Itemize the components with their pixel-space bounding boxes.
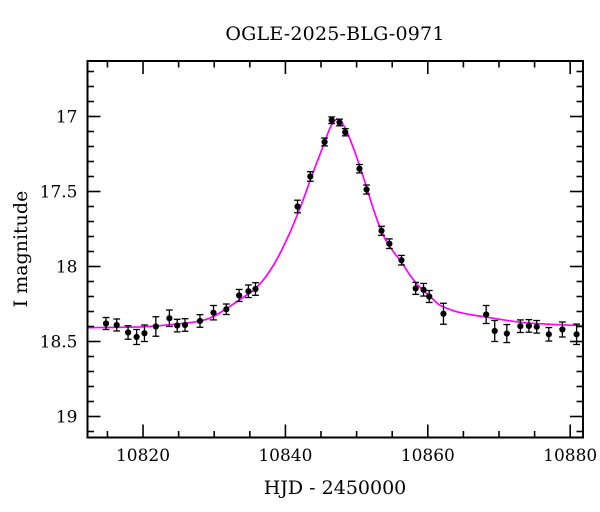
data-point [491,319,499,343]
y-tick-label: 18 [56,258,78,278]
data-point [244,284,252,299]
data-point [294,199,301,214]
data-point [173,318,181,333]
data-point [165,309,173,328]
data-point [222,303,230,316]
data-point [321,137,328,147]
data-point [336,118,343,127]
data-point [363,184,370,195]
data-point [113,318,121,332]
x-tick-label: 10880 [543,446,597,466]
data-point [503,323,511,344]
data-point [420,282,427,297]
data-point [378,225,385,236]
data-point [533,319,541,334]
data-point [252,282,259,296]
data-point [181,318,189,332]
y-tick-label: 17 [56,108,78,128]
data-point [141,324,148,343]
x-tick-label: 10820 [116,446,170,466]
data-point [425,289,433,304]
axis-ticks [87,61,583,438]
data-point [306,171,314,182]
y-tick-label: 18.5 [40,333,78,353]
data-point [516,319,524,334]
chart-title: OGLE-2025-BLG-0971 [225,23,445,45]
data-point [545,326,553,342]
data-point [210,304,217,321]
data-series [102,116,580,346]
model-curve [86,118,584,329]
data-point [124,325,132,340]
data-point [196,313,204,328]
data-point [398,254,405,266]
data-point [341,127,349,137]
data-point [482,304,490,325]
data-point [525,318,533,333]
data-point [412,281,420,296]
x-tick-labels: 10820 10840 10860 10880 [116,446,597,466]
y-tick-label: 19 [56,408,78,428]
y-tick-labels: 17 17.5 18 18.5 19 [40,108,78,428]
plot-border [86,60,584,439]
data-point [102,316,110,331]
data-point [440,302,447,325]
x-tick-label: 10860 [401,446,455,466]
x-tick-label: 10840 [258,446,312,466]
data-point [385,238,393,250]
data-point [558,321,566,338]
x-axis-label: HJD - 2450000 [263,477,407,499]
data-point [356,163,363,174]
y-tick-label: 17.5 [40,183,78,203]
data-point [133,328,141,346]
data-point [235,288,243,303]
data-point [328,116,336,125]
data-point [152,316,160,337]
